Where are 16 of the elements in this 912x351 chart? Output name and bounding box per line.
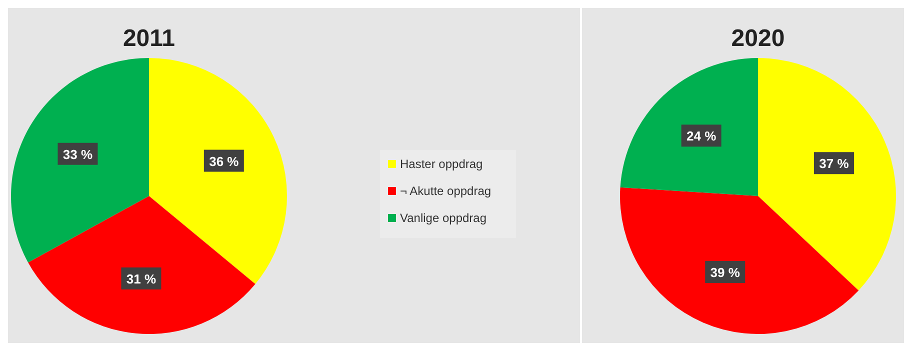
pie-slice [28, 196, 256, 334]
legend-label: Vanlige oppdrag [400, 211, 487, 225]
chart-title: 2020 [731, 25, 785, 52]
data-label: 33 % [62, 146, 93, 162]
data-label: 31 % [126, 271, 156, 286]
pie-slice [758, 58, 896, 290]
pie-slice [620, 187, 859, 334]
legend-label: ¬ Akutte oppdrag [400, 184, 492, 198]
data-label: 37 % [819, 156, 850, 172]
chart-title: 2011 [122, 25, 176, 52]
legend-label: Haster oppdrag [400, 157, 483, 171]
pie-slice [11, 58, 149, 262]
data-label: 24 % [686, 128, 717, 144]
data-label: 39 % [710, 264, 740, 280]
data-label: 36 % [209, 154, 240, 169]
pie-slice [620, 58, 758, 196]
